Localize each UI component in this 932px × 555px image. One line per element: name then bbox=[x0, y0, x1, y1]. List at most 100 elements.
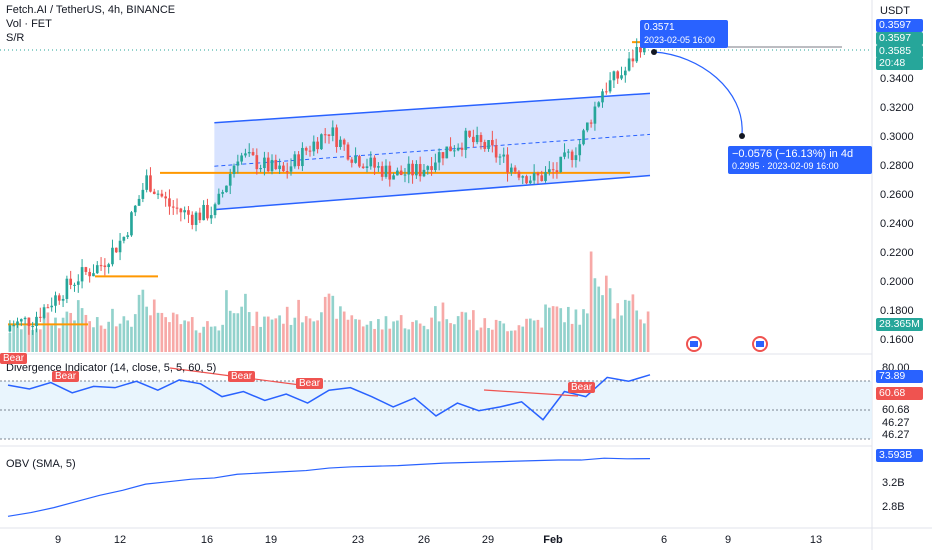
candle-body bbox=[61, 298, 65, 301]
volume-bar bbox=[468, 319, 471, 352]
candle-body bbox=[194, 212, 198, 225]
candle-body bbox=[114, 247, 118, 253]
volume-bar bbox=[380, 329, 384, 352]
volume-bar bbox=[574, 309, 578, 352]
volume-bar bbox=[244, 293, 247, 352]
time-tick: Feb bbox=[543, 534, 563, 546]
candle-body bbox=[456, 147, 460, 151]
candle-body bbox=[403, 174, 407, 176]
candle-body bbox=[99, 265, 103, 267]
candle-body bbox=[282, 165, 285, 172]
candle-body bbox=[308, 150, 312, 152]
candle-body bbox=[213, 204, 217, 216]
projection-start-box[interactable]: 0.3571 2023-02-05 16:00 bbox=[640, 20, 728, 48]
candle-body bbox=[240, 155, 243, 162]
candle-body bbox=[627, 58, 631, 71]
candle-body bbox=[12, 325, 16, 327]
volume-bar bbox=[171, 312, 175, 352]
symbol-legend[interactable]: Fetch.AI / TetherUS, 4h, BINANCE bbox=[6, 4, 176, 16]
price-scale[interactable]: 0.3400 0.3200 0.3000 0.2800 0.2600 0.240… bbox=[880, 73, 914, 346]
volume-bar bbox=[282, 323, 285, 352]
volume-bar bbox=[570, 323, 574, 352]
projection-end-point[interactable] bbox=[739, 133, 745, 139]
projection-end-box[interactable]: −0.0576 (−16.13%) in 4d 0.2995 · 2023-02… bbox=[728, 146, 872, 174]
candle-body bbox=[122, 236, 126, 241]
volume-bar bbox=[297, 299, 300, 352]
price-tick: 0.2600 bbox=[880, 189, 914, 201]
candle-body bbox=[635, 46, 639, 62]
volume-bar bbox=[23, 325, 27, 352]
candle-body bbox=[259, 168, 262, 170]
sr-legend[interactable]: S/R bbox=[6, 32, 25, 44]
candle-body bbox=[566, 151, 570, 153]
candle-body bbox=[312, 141, 316, 152]
candle-body bbox=[582, 130, 585, 145]
divergence-legend[interactable]: Divergence Indicator (14, close, 5, 5, 6… bbox=[6, 362, 217, 374]
volume-bar bbox=[335, 318, 338, 352]
volume-bar bbox=[403, 328, 407, 352]
candle-body bbox=[377, 166, 380, 168]
volume-bar bbox=[61, 317, 65, 352]
candle-body bbox=[350, 159, 354, 163]
obv-scale[interactable]: 3.2B 2.8B bbox=[882, 477, 905, 513]
volume-bar bbox=[114, 326, 118, 352]
candle-body bbox=[608, 80, 612, 92]
candle-body bbox=[517, 171, 521, 178]
volume-bar bbox=[95, 317, 99, 352]
volume-legend[interactable]: Vol · FET bbox=[6, 18, 52, 30]
volume-bar bbox=[548, 307, 551, 352]
candlesticks[interactable] bbox=[8, 24, 650, 335]
candle-body bbox=[190, 214, 194, 225]
volume-bar bbox=[312, 321, 316, 352]
volume-bar bbox=[137, 294, 141, 352]
volume-bar bbox=[247, 312, 251, 352]
volume-bar bbox=[392, 321, 395, 352]
candle-body bbox=[449, 146, 452, 152]
volume-bar bbox=[616, 303, 620, 352]
volume-bar bbox=[259, 326, 262, 352]
volume-bar bbox=[354, 319, 357, 352]
volume-bar bbox=[198, 332, 202, 352]
volume-bar bbox=[149, 315, 152, 352]
channel-mid-line bbox=[214, 133, 651, 167]
candle-body bbox=[95, 265, 99, 274]
obv-legend[interactable]: OBV (SMA, 5) bbox=[6, 458, 76, 470]
volume-bar bbox=[396, 320, 399, 352]
candle-body bbox=[365, 166, 369, 168]
volume-bar bbox=[240, 306, 243, 352]
bear-label: Bear bbox=[296, 378, 324, 389]
volume-bar bbox=[183, 320, 186, 352]
volume-bar bbox=[141, 289, 145, 352]
us-flag-event-icon[interactable] bbox=[686, 336, 702, 352]
volume-bar bbox=[472, 310, 475, 352]
time-tick: 26 bbox=[418, 534, 430, 546]
candle-body bbox=[551, 169, 555, 171]
volume-bar bbox=[213, 326, 217, 352]
candle-body bbox=[42, 307, 46, 318]
time-axis[interactable]: 9 12 16 19 23 26 29 Feb 6 9 13 bbox=[55, 534, 822, 546]
price-tag: 0.3597 bbox=[876, 19, 923, 32]
volume-bar bbox=[559, 308, 563, 352]
us-flag-event-icon[interactable] bbox=[752, 336, 768, 352]
divergence-tick: 46.27 bbox=[882, 429, 910, 441]
volume-bar bbox=[73, 320, 76, 352]
projection-arrow[interactable] bbox=[653, 51, 743, 135]
channel-upper-line[interactable] bbox=[214, 92, 651, 124]
candle-body bbox=[175, 207, 179, 209]
candle-body bbox=[251, 152, 255, 156]
volume-bar bbox=[646, 311, 650, 352]
candle-body bbox=[266, 157, 270, 172]
volume-bar bbox=[35, 328, 38, 352]
candle-body bbox=[612, 71, 616, 81]
candle-body bbox=[544, 172, 547, 181]
candle-body bbox=[225, 185, 228, 193]
channel-lower-line[interactable] bbox=[214, 174, 651, 211]
volume-bar bbox=[12, 324, 16, 352]
volume-bar bbox=[631, 294, 635, 352]
projection-start-point[interactable] bbox=[651, 49, 657, 55]
candle-body bbox=[358, 156, 361, 167]
candle-body bbox=[502, 154, 506, 157]
candle-body bbox=[445, 146, 449, 159]
